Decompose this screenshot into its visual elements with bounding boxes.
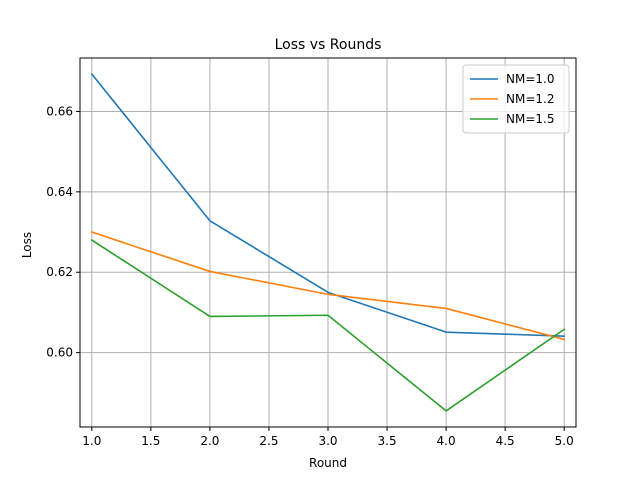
x-tick-label: 4.0 <box>437 434 456 448</box>
x-tick-label: 1.0 <box>82 434 101 448</box>
x-axis-ticks: 1.0 1.5 2.0 2.5 3.0 3.5 4.0 4.5 5.0 <box>82 427 574 448</box>
legend-label: NM=1.5 <box>506 112 554 126</box>
series-line-nm-1-0 <box>90 72 566 337</box>
series-line-nm-1-2 <box>90 231 566 341</box>
legend-box <box>462 64 570 134</box>
y-tick-label: 0.66 <box>46 104 73 118</box>
y-tick-label: 0.64 <box>46 185 73 199</box>
x-tick-label: 2.0 <box>200 434 219 448</box>
x-axis-label: Round <box>309 456 347 470</box>
y-tick-label: 0.60 <box>46 346 73 360</box>
chart-title: Loss vs Rounds <box>275 37 382 53</box>
x-tick-label: 3.0 <box>318 434 337 448</box>
x-tick-label: 5.0 <box>555 434 574 448</box>
y-tick-label: 0.62 <box>46 265 73 279</box>
x-tick-label: 1.5 <box>141 434 160 448</box>
y-axis-ticks: 0.60 0.62 0.64 0.66 <box>46 104 80 360</box>
legend: NM=1.0 NM=1.2 NM=1.5 <box>462 64 570 134</box>
x-tick-label: 4.5 <box>496 434 515 448</box>
y-axis-label: Loss <box>20 232 34 258</box>
legend-label: NM=1.2 <box>506 92 554 106</box>
legend-label: NM=1.0 <box>506 72 554 86</box>
x-tick-label: 2.5 <box>259 434 278 448</box>
series-line-nm-1-5 <box>90 238 566 412</box>
series-lines <box>90 72 566 412</box>
x-tick-label: 3.5 <box>378 434 397 448</box>
grid-lines <box>80 58 576 427</box>
